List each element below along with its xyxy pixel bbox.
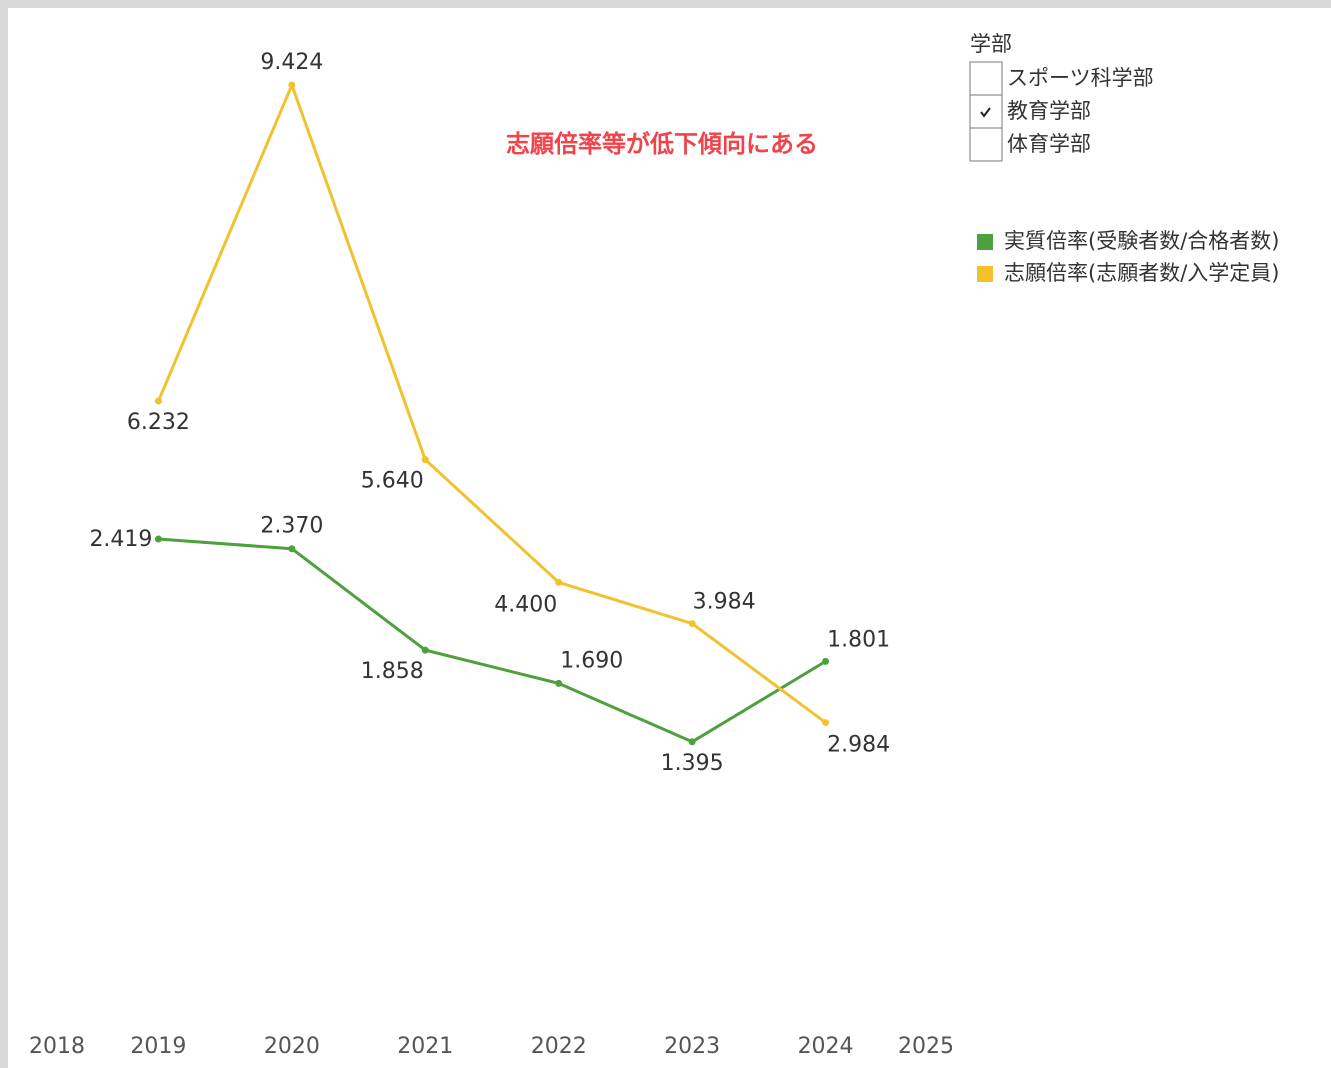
data-label: 3.984 [693,590,756,615]
legend-swatch [977,234,993,250]
legend-swatch [977,266,993,282]
x-tick-label: 2021 [397,1034,453,1059]
data-label: 5.640 [361,469,424,494]
filter-option[interactable]: 教育学部 [1007,99,1091,123]
checkbox[interactable] [969,94,1003,129]
data-label: 6.232 [127,410,190,435]
data-point [154,535,162,543]
data-label: 1.690 [560,648,623,673]
data-point [688,620,696,628]
data-point [822,657,830,665]
x-tick-label: 2022 [531,1034,587,1059]
data-label: 4.400 [494,592,557,617]
panel [8,8,1331,1068]
filter-option[interactable]: 体育学部 [1007,132,1091,156]
data-point [154,397,162,405]
checkbox[interactable] [969,61,1003,96]
x-tick-label: 2019 [130,1034,186,1059]
x-tick-label: 2023 [664,1034,720,1059]
legend-label: 志願倍率(志願者数/入学定員) [1004,261,1279,285]
filter-option[interactable]: スポーツ科学部 [1007,66,1154,90]
x-tick-label: 2020 [264,1034,320,1059]
data-label: 2.370 [260,514,323,539]
data-point [555,679,563,687]
data-point [555,578,563,586]
x-tick-label: 2024 [798,1034,854,1059]
data-point [822,719,830,727]
checkbox[interactable] [969,127,1003,162]
data-label: 1.395 [661,751,724,776]
series-line [158,537,827,744]
series-line [157,83,827,724]
data-point [688,738,696,746]
data-label: 2.419 [89,527,152,552]
data-point [421,456,429,464]
data-point [288,81,296,89]
checkmark [980,107,991,118]
filter-title: 学部 [970,32,1012,56]
data-point [288,545,296,553]
x-tick-label: 2018 [29,1034,85,1059]
data-point [421,646,429,654]
legend-label: 実質倍率(受験者数/合格者数) [1004,229,1279,253]
data-label: 2.984 [827,733,890,758]
annotation: 志願倍率等が低下傾向にある [506,130,818,158]
data-label: 1.858 [361,659,424,684]
data-label: 1.801 [827,627,890,652]
data-label: 9.424 [260,50,323,75]
x-tick-label: 2025 [898,1034,954,1059]
